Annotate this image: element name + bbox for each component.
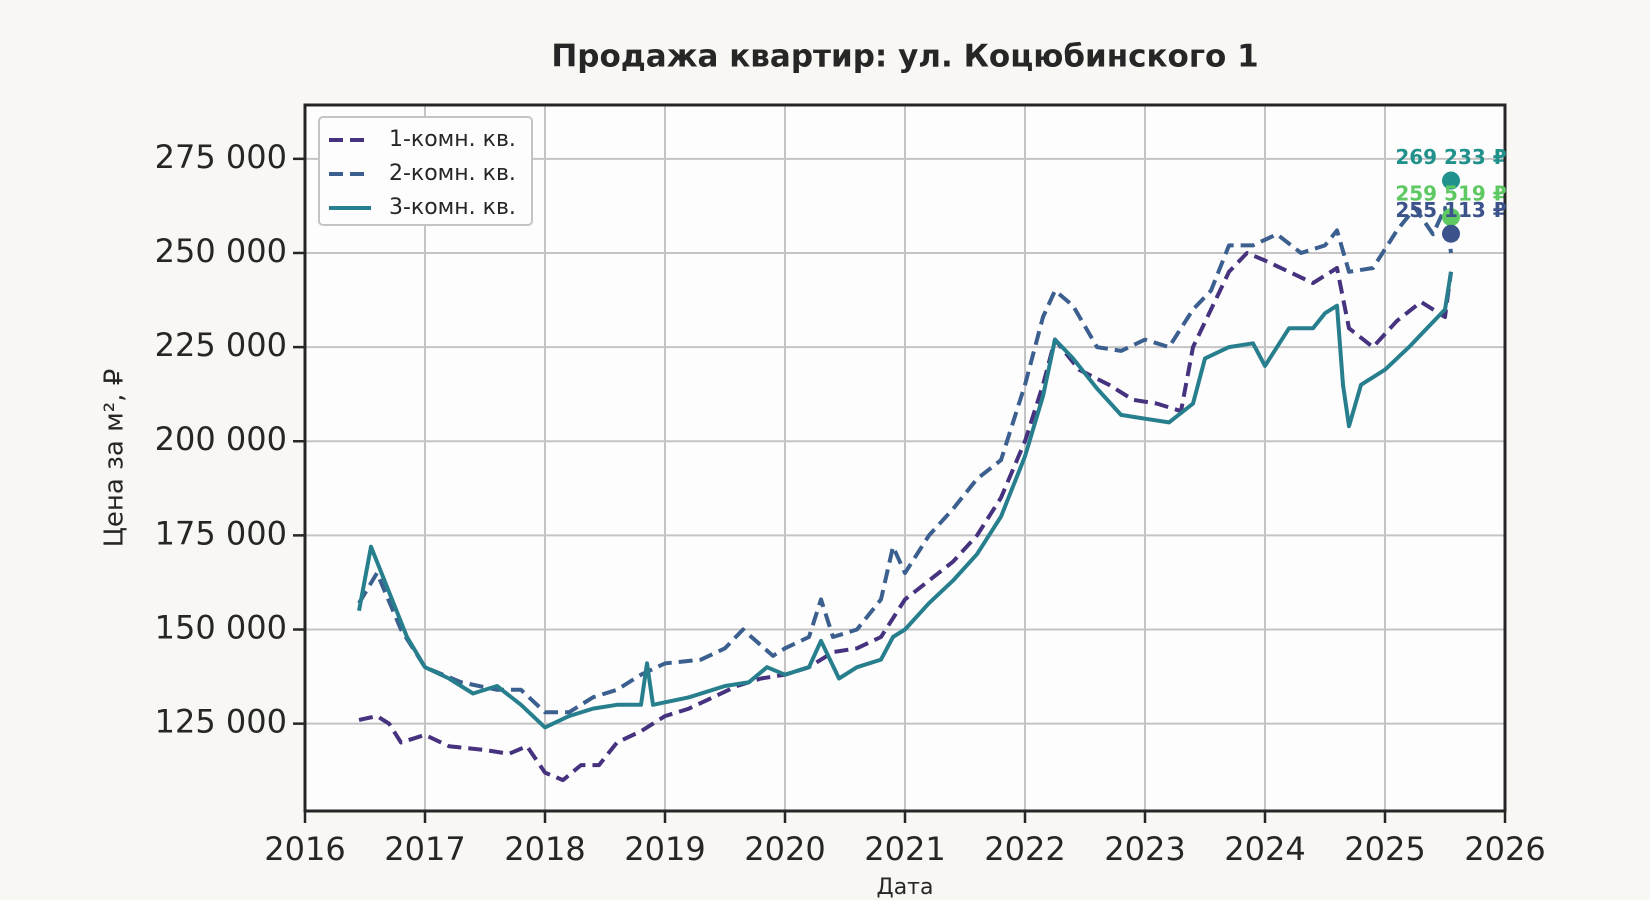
annotation-label: 269 233 ₽ bbox=[1395, 145, 1506, 169]
legend-label: 1-комн. кв. bbox=[389, 127, 516, 152]
x-tick-label: 2019 bbox=[624, 830, 705, 868]
y-tick-label: 125 000 bbox=[155, 703, 287, 741]
x-tick-label: 2018 bbox=[504, 830, 585, 868]
annotation-marker bbox=[1442, 224, 1460, 243]
annotation-marker bbox=[1442, 171, 1460, 190]
y-tick-label: 200 000 bbox=[155, 420, 287, 458]
x-axis-label: Дата bbox=[877, 875, 934, 900]
legend-label: 3-комн. кв. bbox=[389, 195, 516, 220]
x-tick-label: 2017 bbox=[384, 830, 465, 868]
x-tick-label: 2023 bbox=[1104, 830, 1185, 868]
x-tick-label: 2021 bbox=[864, 830, 945, 868]
legend-box bbox=[318, 116, 533, 226]
y-tick-label: 275 000 bbox=[155, 138, 287, 176]
x-tick-label: 2025 bbox=[1344, 830, 1425, 868]
legend-label: 2-комн. кв. bbox=[389, 161, 516, 186]
y-tick-label: 225 000 bbox=[155, 326, 287, 364]
x-tick-label: 2026 bbox=[1464, 830, 1545, 868]
y-tick-label: 150 000 bbox=[155, 609, 287, 647]
x-tick-label: 2022 bbox=[984, 830, 1065, 868]
x-tick-label: 2016 bbox=[264, 830, 345, 868]
chart-title: Продажа квартир: ул. Коцюбинского 1 bbox=[551, 39, 1258, 75]
x-tick-label: 2020 bbox=[744, 830, 825, 868]
y-tick-label: 175 000 bbox=[155, 514, 287, 552]
legend: 1-комн. кв. 2-комн. кв. 3-комн. кв. bbox=[318, 116, 533, 226]
x-tick-label: 2024 bbox=[1224, 830, 1305, 868]
annotation-label: 259 519 ₽ bbox=[1395, 182, 1506, 206]
annotation-marker bbox=[1442, 208, 1460, 227]
annotation-label: 255 113 ₽ bbox=[1395, 198, 1506, 222]
y-tick-label: 250 000 bbox=[155, 232, 287, 270]
y-axis-label: Цена за м², ₽ bbox=[100, 369, 130, 548]
series-line bbox=[358, 251, 1453, 783]
series-line bbox=[357, 271, 1453, 730]
series-lines bbox=[357, 205, 1453, 783]
series-line bbox=[357, 205, 1453, 715]
